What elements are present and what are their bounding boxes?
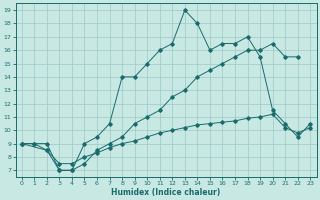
X-axis label: Humidex (Indice chaleur): Humidex (Indice chaleur) xyxy=(111,188,221,197)
